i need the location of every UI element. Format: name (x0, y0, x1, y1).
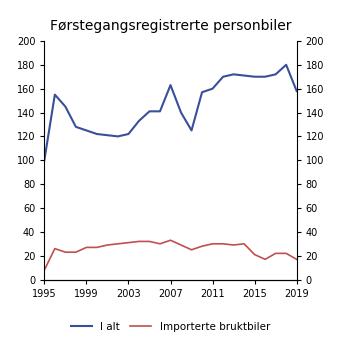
Importerte bruktbiler (273, 251, 278, 255)
I alt (147, 109, 151, 113)
I alt (116, 134, 120, 138)
Importerte bruktbiler (242, 242, 246, 246)
Importerte bruktbiler (116, 242, 120, 246)
Line: Importerte bruktbiler: Importerte bruktbiler (44, 240, 297, 270)
I alt (42, 158, 46, 162)
Importerte bruktbiler (127, 241, 131, 245)
Importerte bruktbiler (158, 242, 162, 246)
I alt (273, 72, 278, 76)
Legend: I alt, Importerte bruktbiler: I alt, Importerte bruktbiler (67, 317, 274, 336)
I alt (158, 109, 162, 113)
Importerte bruktbiler (63, 250, 68, 254)
I alt (242, 74, 246, 78)
Importerte bruktbiler (190, 248, 194, 252)
I alt (84, 129, 88, 133)
I alt (127, 132, 131, 136)
Importerte bruktbiler (84, 246, 88, 250)
I alt (74, 125, 78, 129)
I alt (232, 72, 236, 76)
Importerte bruktbiler (210, 242, 214, 246)
I alt (95, 132, 99, 136)
Line: I alt: I alt (44, 65, 297, 160)
Importerte bruktbiler (232, 243, 236, 247)
Importerte bruktbiler (263, 257, 267, 261)
I alt (168, 83, 173, 87)
Importerte bruktbiler (74, 250, 78, 254)
I alt (284, 63, 288, 67)
I alt (53, 92, 57, 97)
Importerte bruktbiler (253, 252, 257, 256)
Importerte bruktbiler (53, 247, 57, 251)
I alt (190, 129, 194, 133)
Importerte bruktbiler (284, 251, 288, 255)
Importerte bruktbiler (168, 238, 173, 242)
I alt (63, 104, 68, 108)
Importerte bruktbiler (221, 242, 225, 246)
I alt (263, 75, 267, 79)
Importerte bruktbiler (42, 268, 46, 272)
I alt (221, 75, 225, 79)
I alt (200, 90, 204, 94)
Importerte bruktbiler (179, 243, 183, 247)
Importerte bruktbiler (200, 244, 204, 248)
I alt (295, 89, 299, 93)
I alt (179, 110, 183, 115)
I alt (137, 119, 141, 123)
Importerte bruktbiler (147, 239, 151, 243)
Importerte bruktbiler (137, 239, 141, 243)
I alt (105, 133, 109, 137)
Importerte bruktbiler (105, 243, 109, 247)
Importerte bruktbiler (95, 246, 99, 250)
I alt (253, 75, 257, 79)
Title: Førstegangsregistrerte personbiler: Førstegangsregistrerte personbiler (50, 19, 291, 33)
I alt (210, 87, 214, 91)
Importerte bruktbiler (295, 257, 299, 261)
